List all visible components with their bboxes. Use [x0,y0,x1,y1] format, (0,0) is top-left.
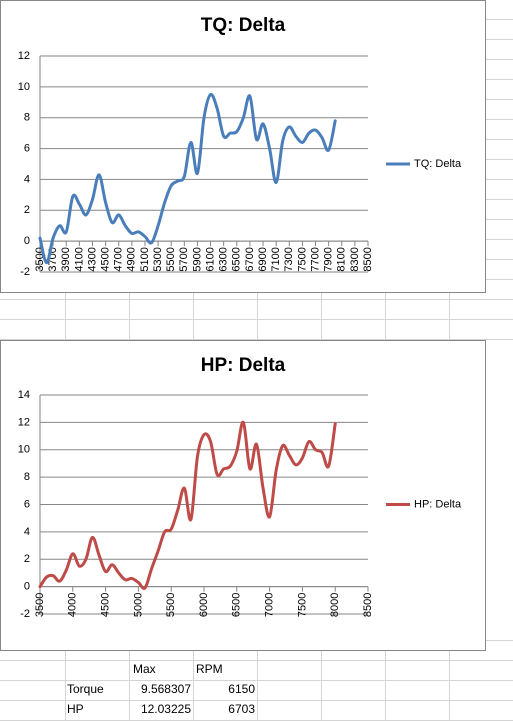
x-tick-label: 3900 [60,247,72,271]
y-tick-label: 4 [24,526,30,538]
x-tick-label: 8500 [362,593,374,617]
chart-frame [0,0,486,293]
x-tick-label: 4900 [126,247,138,271]
x-tick-label: 8000 [329,593,341,617]
y-tick-label: 0 [24,581,30,593]
chart-frame [0,340,486,651]
x-tick-label: 6000 [198,593,210,617]
x-tick-label: 7000 [264,593,276,617]
x-tick-label: 7500 [296,247,308,271]
y-tick-label: 12 [18,50,30,62]
y-tick-label: 12 [18,416,30,428]
x-tick-label: 7300 [283,247,295,271]
table-header: RPM [196,662,223,676]
y-tick-label: 2 [24,553,30,565]
x-tick-label: 4100 [73,247,85,271]
x-tick-label: 8100 [336,247,348,271]
legend-label: HP: Delta [414,498,462,510]
x-tick-label: 7900 [323,247,335,271]
x-tick-label: 5700 [178,247,190,271]
table-cell: Torque [67,682,104,696]
x-tick-label: 5900 [191,247,203,271]
x-tick-label: 6500 [231,593,243,617]
x-tick-label: 6300 [218,247,230,271]
y-tick-label: 2 [24,204,30,216]
x-tick-label: 4700 [113,247,125,271]
y-tick-label: 10 [18,81,30,93]
x-tick-label: 8500 [362,247,374,271]
chart-title: TQ: Delta [201,15,286,36]
x-tick-label: 3500 [34,593,46,617]
x-tick-label: 7500 [296,593,308,617]
x-tick-label: 4500 [100,593,112,617]
x-tick-label: 5500 [165,593,177,617]
y-tick-label: 6 [24,142,30,154]
chart-title: HP: Delta [201,355,286,376]
y-tick-label: 4 [24,173,30,185]
x-tick-label: 7100 [270,247,282,271]
y-tick-label: -2 [20,266,30,278]
x-tick-label: 7700 [309,247,321,271]
y-tick-label: -2 [20,608,30,620]
x-tick-label: 4500 [100,247,112,271]
table-cell: 12.03225 [141,702,191,716]
y-tick-label: 6 [24,498,30,510]
x-tick-label: 6100 [204,247,216,271]
y-tick-label: 8 [24,112,30,124]
x-tick-label: 4300 [86,247,98,271]
x-tick-label: 5500 [165,247,177,271]
series-line [38,92,337,265]
table-cell: 6703 [228,702,255,716]
x-tick-label: 6500 [231,247,243,271]
y-tick-label: 0 [24,235,30,247]
table-cell: 9.568307 [141,682,191,696]
y-tick-label: 10 [18,444,30,456]
x-tick-label: 6900 [257,247,269,271]
y-tick-label: 14 [18,389,30,401]
table-cell: HP [67,702,84,716]
x-tick-label: 5100 [139,247,151,271]
x-tick-label: 5300 [152,247,164,271]
y-tick-label: 8 [24,471,30,483]
x-tick-label: 6700 [244,247,256,271]
x-tick-label: 4000 [67,593,79,617]
series-line [38,420,337,590]
legend-label: TQ: Delta [414,158,462,170]
table-cell: 6150 [228,682,255,696]
x-tick-label: 5000 [132,593,144,617]
table-header: Max [133,662,156,676]
x-tick-label: 8300 [349,247,361,271]
